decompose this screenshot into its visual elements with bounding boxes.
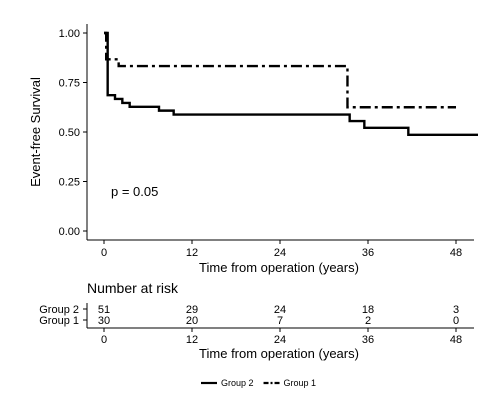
- x-tick-label: 24: [274, 247, 286, 259]
- x-tick-label: 48: [450, 247, 462, 259]
- y-tick-label: 0.00: [59, 226, 80, 238]
- risk-x-tick-label: 48: [450, 334, 462, 346]
- risk-x-tick-label: 0: [101, 334, 107, 346]
- risk-table: Number at risk Group 2 51 29 24 18 3 Group 1 30…: [39, 280, 474, 361]
- legend-label: Group 2: [221, 378, 254, 388]
- y-axis-title: Event-free Survival: [28, 77, 43, 187]
- risk-x-tick-label: 36: [362, 334, 374, 346]
- risk-count: 29: [186, 304, 198, 316]
- risk-row-label: Group 1: [39, 315, 79, 327]
- x-tick-label: 0: [101, 247, 107, 259]
- survival-curves: [104, 31, 478, 136]
- risk-count: 30: [98, 315, 110, 327]
- p-value-annotation: p = 0.05: [111, 184, 158, 199]
- risk-count: 7: [277, 315, 283, 327]
- x-tick-label: 36: [362, 247, 374, 259]
- y-axis-ticks: 0.00 0.25 0.50 0.75 1.00: [59, 28, 87, 238]
- risk-count: 51: [98, 304, 110, 316]
- risk-x-tick-label: 24: [274, 334, 286, 346]
- y-tick-label: 0.25: [59, 177, 80, 189]
- y-tick-label: 1.00: [59, 28, 80, 40]
- risk-count: 24: [274, 304, 286, 316]
- risk-table-x-axis-title: Time from operation (years): [199, 346, 359, 361]
- risk-x-tick-label: 12: [186, 334, 198, 346]
- x-tick-label: 12: [186, 247, 198, 259]
- legend-label: Group 1: [284, 378, 317, 388]
- risk-count: 20: [186, 315, 198, 327]
- x-axis-title: Time from operation (years): [199, 260, 359, 275]
- series-line-group-2: [104, 31, 478, 136]
- risk-count: 0: [453, 315, 459, 327]
- risk-row-label: Group 2: [39, 304, 79, 316]
- risk-count: 18: [362, 304, 374, 316]
- x-axis-ticks: 0 12 24 36 48: [101, 240, 462, 259]
- y-tick-label: 0.75: [59, 78, 80, 90]
- series-line-group-1: [104, 31, 456, 109]
- legend: Group 2 Group 1: [201, 378, 316, 388]
- risk-count: 3: [453, 304, 459, 316]
- risk-table-x-ticks: 0 12 24 36 48: [101, 328, 462, 346]
- risk-count: 2: [365, 315, 371, 327]
- risk-table-title: Number at risk: [87, 280, 179, 296]
- y-tick-label: 0.50: [59, 127, 80, 139]
- survival-plot: 0.00 0.25 0.50 0.75 1.00 0 12 24 36 48 Event-fre…: [28, 24, 478, 275]
